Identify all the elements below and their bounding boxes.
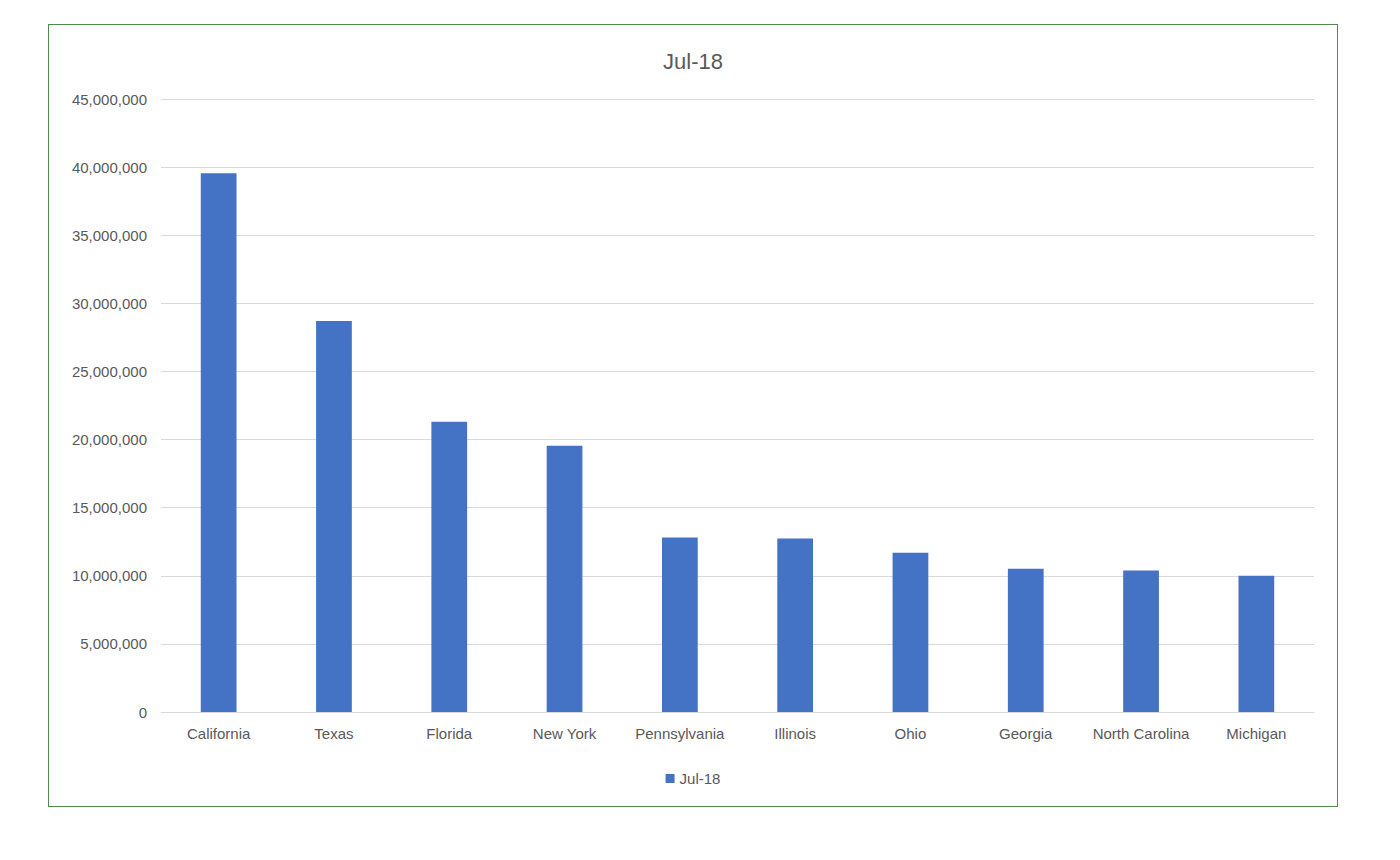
- svg-text:Georgia: Georgia: [999, 725, 1053, 742]
- svg-text:North Carolina: North Carolina: [1093, 725, 1190, 742]
- svg-text:California: California: [187, 725, 251, 742]
- svg-text:Illinois: Illinois: [774, 725, 816, 742]
- svg-text:5,000,000: 5,000,000: [80, 635, 147, 652]
- svg-text:Ohio: Ohio: [895, 725, 927, 742]
- svg-text:20,000,000: 20,000,000: [72, 431, 147, 448]
- svg-text:30,000,000: 30,000,000: [72, 295, 147, 312]
- svg-text:Texas: Texas: [314, 725, 353, 742]
- svg-text:0: 0: [139, 704, 147, 721]
- svg-text:Jul-18: Jul-18: [680, 770, 721, 787]
- svg-text:15,000,000: 15,000,000: [72, 499, 147, 516]
- svg-text:10,000,000: 10,000,000: [72, 567, 147, 584]
- svg-text:45,000,000: 45,000,000: [72, 91, 147, 108]
- svg-text:Pennsylvania: Pennsylvania: [635, 725, 725, 742]
- svg-text:Michigan: Michigan: [1226, 725, 1286, 742]
- svg-text:40,000,000: 40,000,000: [72, 159, 147, 176]
- svg-text:Jul-18: Jul-18: [663, 49, 723, 74]
- svg-text:Florida: Florida: [426, 725, 473, 742]
- svg-text:New York: New York: [533, 725, 597, 742]
- svg-text:25,000,000: 25,000,000: [72, 363, 147, 380]
- svg-text:35,000,000: 35,000,000: [72, 227, 147, 244]
